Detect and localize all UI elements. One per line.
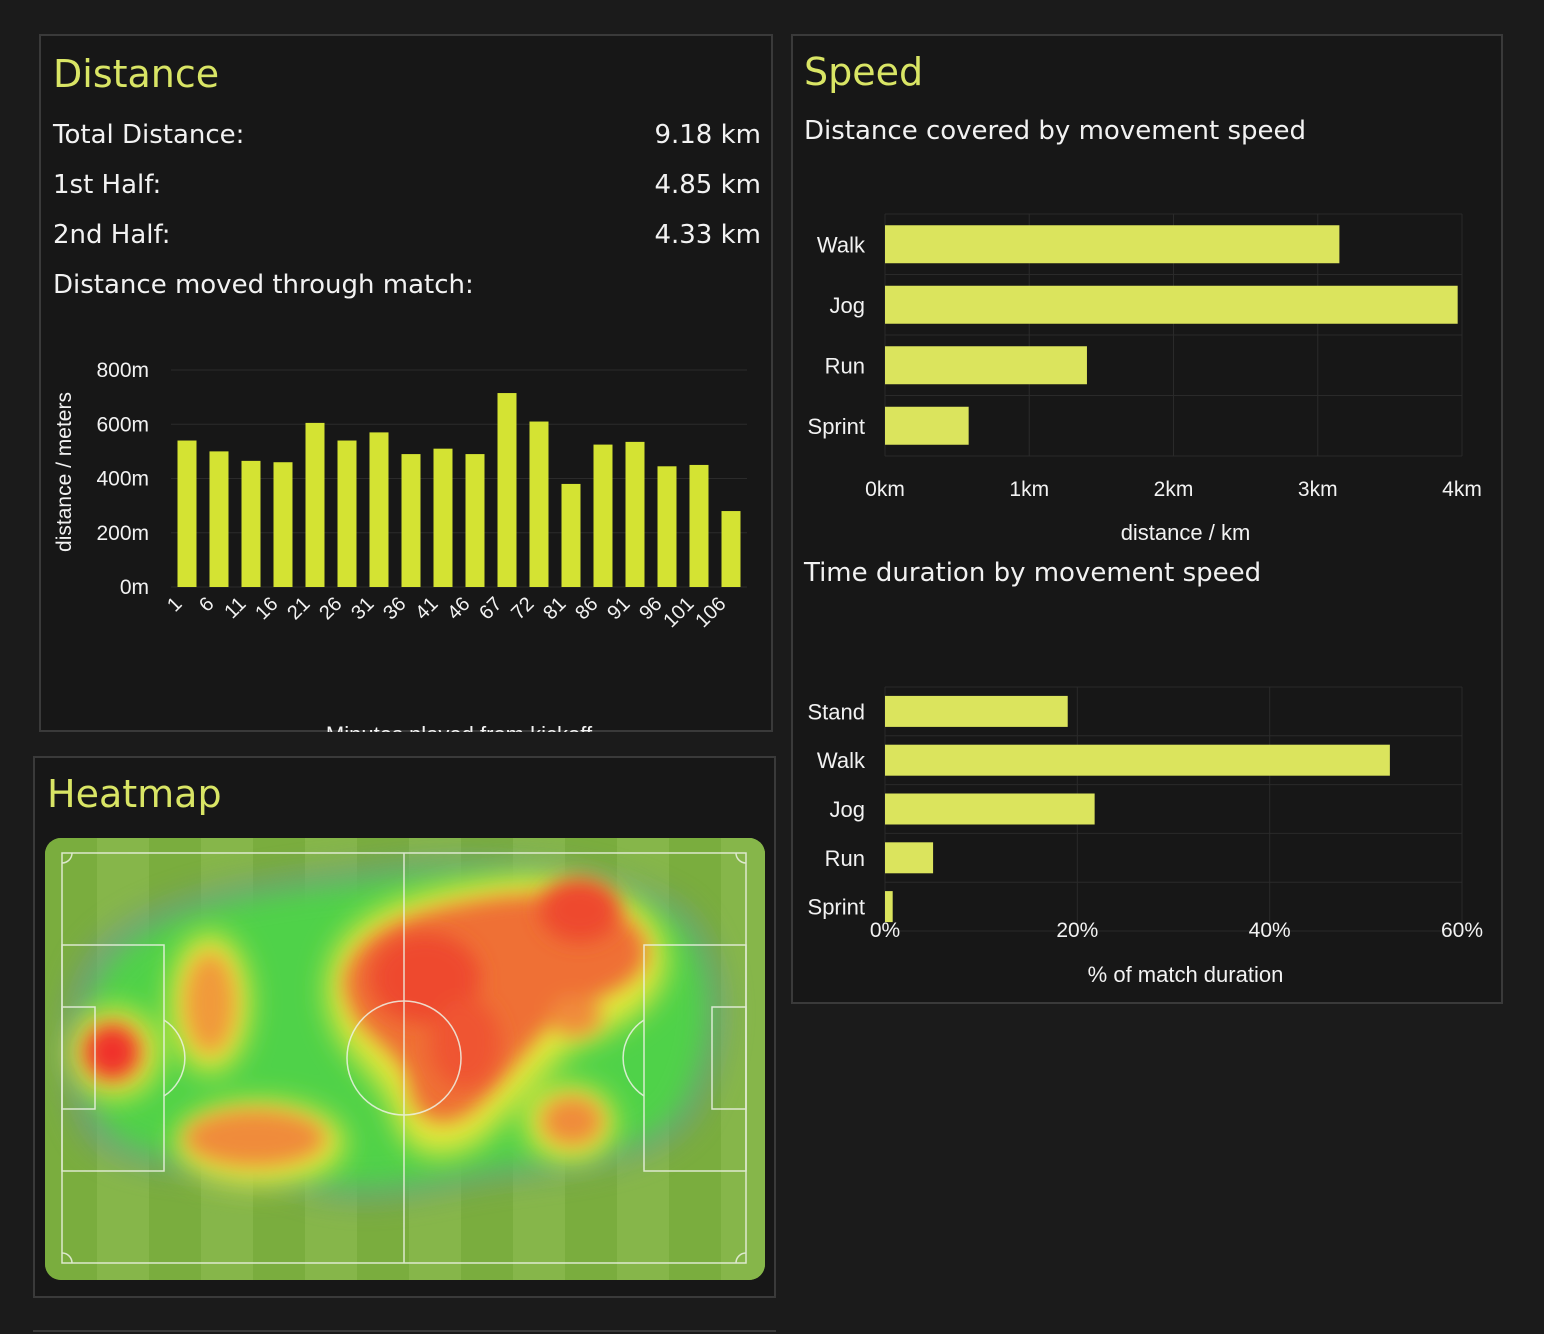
x-tick-label: 26 (315, 593, 346, 624)
speed-bar (885, 406, 969, 445)
minute-bar (241, 460, 261, 587)
y-tick-label: 800m (96, 359, 149, 382)
minute-bar (433, 448, 453, 587)
minute-bar (337, 440, 357, 587)
category-label: Run (825, 846, 865, 871)
total-distance-value: 9.18 km (654, 120, 761, 150)
x-tick-label: 20% (1056, 919, 1098, 942)
x-axis-label: distance / km (1121, 520, 1251, 545)
x-tick-label: 81 (539, 593, 570, 624)
minute-bar (369, 432, 389, 587)
x-tick-label: 60% (1441, 919, 1483, 942)
time-by-speed-heading: Time duration by movement speed (804, 558, 1262, 588)
x-tick-label: 1 (163, 593, 186, 616)
x-tick-label: 72 (507, 593, 538, 624)
x-tick-label: 31 (347, 593, 378, 624)
category-label: Stand (808, 699, 866, 724)
pitch-svg (45, 838, 765, 1280)
category-label: Walk (817, 748, 866, 773)
distance-by-speed-heading: Distance covered by movement speed (804, 116, 1306, 146)
total-distance-row: Total Distance: 9.18 km (53, 120, 761, 154)
speed-bar (885, 225, 1340, 264)
speed-bar (885, 891, 893, 923)
speed-bar (885, 842, 934, 874)
speed-panel: Speed Distance covered by movement speed… (791, 34, 1503, 1004)
x-tick-label: 46 (443, 593, 474, 624)
speed-bar (885, 744, 1390, 776)
x-tick-label: 3km (1298, 478, 1338, 501)
minute-bar (625, 441, 645, 587)
distance-title: Distance (53, 52, 220, 96)
x-tick-label: 6 (195, 593, 218, 616)
second-half-label: 2nd Half: (53, 220, 171, 250)
speed-bar (885, 285, 1458, 324)
category-label: Jog (830, 293, 865, 318)
category-label: Walk (817, 232, 866, 257)
pitch-markings (61, 852, 747, 1264)
speed-bar (885, 695, 1068, 727)
x-tick-label: 16 (251, 593, 282, 624)
x-tick-label: 0% (870, 919, 900, 942)
speed-bar (885, 793, 1095, 825)
x-tick-label: 0km (865, 478, 905, 501)
minute-bar (721, 511, 741, 587)
bottom-divider-left (33, 1330, 776, 1332)
x-axis-label: % of match duration (1088, 962, 1284, 987)
minute-bar (273, 462, 293, 587)
speed-bar (885, 346, 1087, 385)
x-tick-label: 67 (475, 593, 506, 624)
category-label: Run (825, 353, 865, 378)
y-tick-label: 600m (96, 413, 149, 436)
minute-bar (497, 393, 517, 587)
x-tick-label: 41 (411, 593, 442, 624)
y-tick-label: 400m (96, 468, 149, 491)
x-tick-label: 36 (379, 593, 410, 624)
x-tick-label: 11 (220, 593, 250, 623)
minute-bar (593, 444, 613, 587)
total-distance-label: Total Distance: (53, 120, 245, 150)
minute-bar (529, 421, 549, 587)
x-tick-label: 86 (571, 593, 602, 624)
minute-bar (689, 464, 709, 587)
y-axis-label: distance / meters (53, 392, 76, 552)
first-half-label: 1st Half: (53, 170, 162, 200)
first-half-value: 4.85 km (654, 170, 761, 200)
category-label: Sprint (808, 895, 865, 920)
x-tick-label: 4km (1442, 478, 1482, 501)
minute-bar (401, 454, 421, 587)
first-half-row: 1st Half: 4.85 km (53, 170, 761, 204)
minute-bar (305, 422, 325, 587)
minute-bar (465, 454, 485, 587)
heatmap-panel: Heatmap (33, 756, 776, 1298)
minute-bar (561, 483, 581, 587)
x-tick-label: 91 (603, 593, 634, 624)
speed-title: Speed (804, 50, 924, 94)
x-tick-label: 21 (283, 593, 314, 624)
x-axis-label: Minutes played from kickoff (326, 722, 593, 732)
speed-distance-chart: 0km 1km 2km 3km 4km Walk Jog Run Sprint distance … (808, 213, 1482, 545)
second-half-value: 4.33 km (654, 220, 761, 250)
minute-bar (177, 440, 197, 587)
distance-chart-heading: Distance moved through match: (53, 270, 474, 300)
x-tick-label: 40% (1249, 919, 1291, 942)
minute-bar (657, 466, 677, 587)
x-tick-label: 2km (1154, 478, 1194, 501)
distance-panel: Distance Total Distance: 9.18 km 1st Hal… (39, 34, 773, 732)
category-label: Jog (830, 797, 865, 822)
category-label: Sprint (808, 414, 865, 439)
x-tick-label: 101 (659, 593, 698, 632)
heatmap-pitch (45, 838, 765, 1280)
y-tick-label: 0m (120, 576, 149, 599)
x-tick-label: 1km (1009, 478, 1049, 501)
x-tick-label: 106 (691, 593, 730, 632)
minute-bar (209, 451, 229, 587)
y-tick-label: 200m (96, 522, 149, 545)
speed-time-chart: 0% 20% 40% 60% Stand Walk Jog Run Sprint % of mat… (808, 686, 1483, 987)
second-half-row: 2nd Half: 4.33 km (53, 220, 761, 254)
heatmap-title: Heatmap (47, 772, 222, 816)
